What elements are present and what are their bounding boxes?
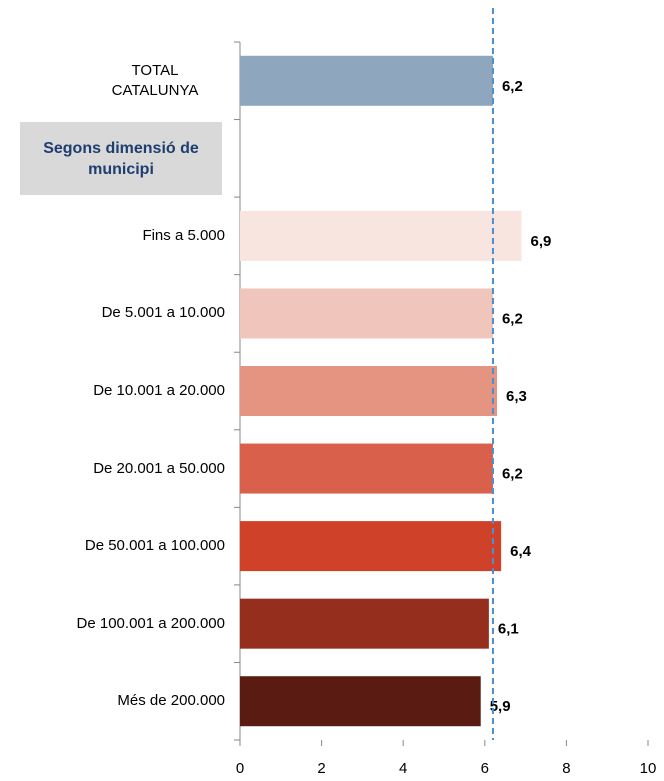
value-label: 6,2 [502,466,523,483]
category-label: De 20.001 a 50.000 [93,459,225,477]
category-holder: Més de 200.000 [117,692,225,710]
bar [240,366,498,416]
bar [240,598,489,649]
value-label: 6,1 [498,621,519,638]
category-label: TOTAL CATALUNYA [111,61,199,99]
category-holder: De 5.001 a 10.000 [101,304,225,322]
x-tick-label: 8 [562,760,570,777]
category-holder: Fins a 5.000 [142,226,225,244]
value-label: 6,2 [502,310,523,327]
value-label: 6,4 [510,543,532,560]
section-label: Segons dimensió de municipi [43,139,199,178]
category-label: De 50.001 a 100.000 [84,537,225,555]
category-holder: De 50.001 a 100.000 [84,537,225,555]
category-holder: De 10.001 a 20.000 [93,382,225,399]
bar [240,55,493,106]
category-label: De 100.001 a 200.000 [76,614,225,632]
category-label: Fins a 5.000 [142,226,225,244]
bar [240,676,481,727]
category-label: Més de 200.000 [117,692,225,710]
x-tick-label: 2 [317,760,325,777]
x-tick-label: 4 [399,760,407,777]
value-label: 6,9 [531,233,552,250]
value-label: 6,3 [506,388,527,405]
x-tick-label: 10 [640,760,657,777]
bar [240,521,502,572]
bar [240,288,493,339]
x-tick-label: 0 [236,760,244,777]
bar [240,210,522,261]
category-holder: De 100.001 a 200.000 [76,614,225,632]
category-label: De 10.001 a 20.000 [93,382,225,399]
category-label: De 5.001 a 10.000 [101,304,225,322]
bar [240,443,493,494]
x-tick-label: 6 [481,760,489,777]
section-holder: Segons dimensió de municipi [43,139,199,178]
value-label: 5,9 [490,698,511,715]
section-box [20,122,222,195]
category-holder: TOTAL CATALUNYA [111,61,199,99]
category-holder: De 20.001 a 50.000 [93,459,225,477]
value-label: 6,2 [502,78,523,95]
